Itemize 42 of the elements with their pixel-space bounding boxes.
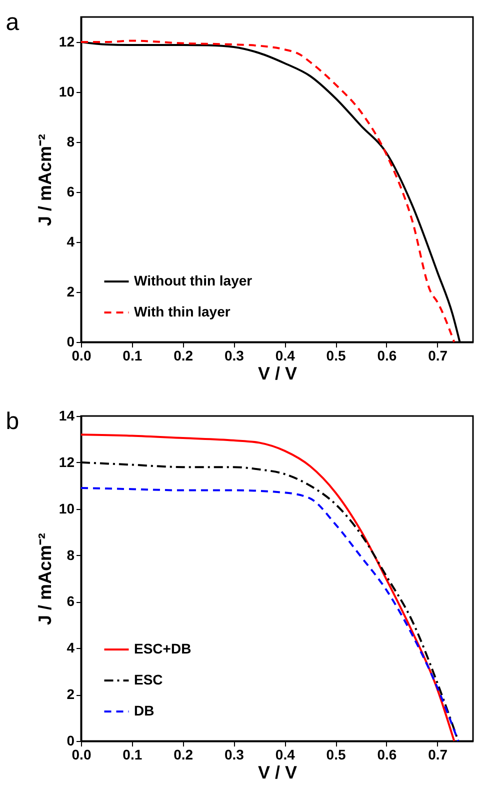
x-tick-label: 0.3 xyxy=(224,746,244,762)
x-tick-label: 0.5 xyxy=(326,746,346,762)
x-tick-label: 0.2 xyxy=(174,746,194,762)
y-tick-label: 4 xyxy=(66,234,75,250)
y-tick-label: 8 xyxy=(66,546,75,563)
legend-label: DB xyxy=(134,702,154,718)
y-tick-label: 2 xyxy=(66,686,75,702)
x-tick-label: 0.4 xyxy=(275,746,296,762)
x-tick-label: 0.0 xyxy=(72,746,92,762)
legend-label: ESC xyxy=(134,672,163,688)
y-tick-label: 2 xyxy=(66,284,75,300)
y-tick-label: 12 xyxy=(58,454,75,470)
legend-label: ESC+DB xyxy=(134,640,192,656)
legend-label: Without thin layer xyxy=(134,272,253,288)
x-tick-label: 0.6 xyxy=(377,746,397,762)
y-tick-label: 10 xyxy=(58,84,75,100)
x-tick-label: 0.7 xyxy=(428,746,448,762)
y-tick-label: 6 xyxy=(66,593,75,610)
x-tick-label: 0.2 xyxy=(174,348,194,364)
y-tick-label: 4 xyxy=(66,640,75,656)
x-axis-title: V / V xyxy=(258,762,298,782)
x-tick-label: 0.1 xyxy=(122,348,142,364)
chart-title: a xyxy=(6,9,20,36)
x-tick-label: 0.4 xyxy=(275,348,296,364)
x-tick-label: 0.3 xyxy=(224,348,244,364)
y-tick-label: 10 xyxy=(58,500,75,516)
chart-title: b xyxy=(6,408,20,435)
y-tick-label: 0 xyxy=(66,732,75,748)
x-tick-label: 0.7 xyxy=(428,348,448,364)
legend-label: With thin layer xyxy=(134,304,231,320)
x-tick-label: 0.6 xyxy=(377,348,397,364)
y-tick-label: 12 xyxy=(58,34,75,50)
y-axis-title: J / mAcm⁻² xyxy=(34,134,55,226)
x-tick-label: 0.0 xyxy=(72,348,92,364)
y-tick-label: 8 xyxy=(66,134,75,150)
y-tick-label: 6 xyxy=(66,184,75,200)
x-axis-title: V / V xyxy=(258,364,298,384)
y-tick-label: 0 xyxy=(66,334,75,350)
y-tick-label: 14 xyxy=(58,408,75,424)
x-tick-label: 0.5 xyxy=(326,348,346,364)
y-axis-title: J / mAcm⁻² xyxy=(34,532,55,626)
x-tick-label: 0.1 xyxy=(122,746,142,762)
